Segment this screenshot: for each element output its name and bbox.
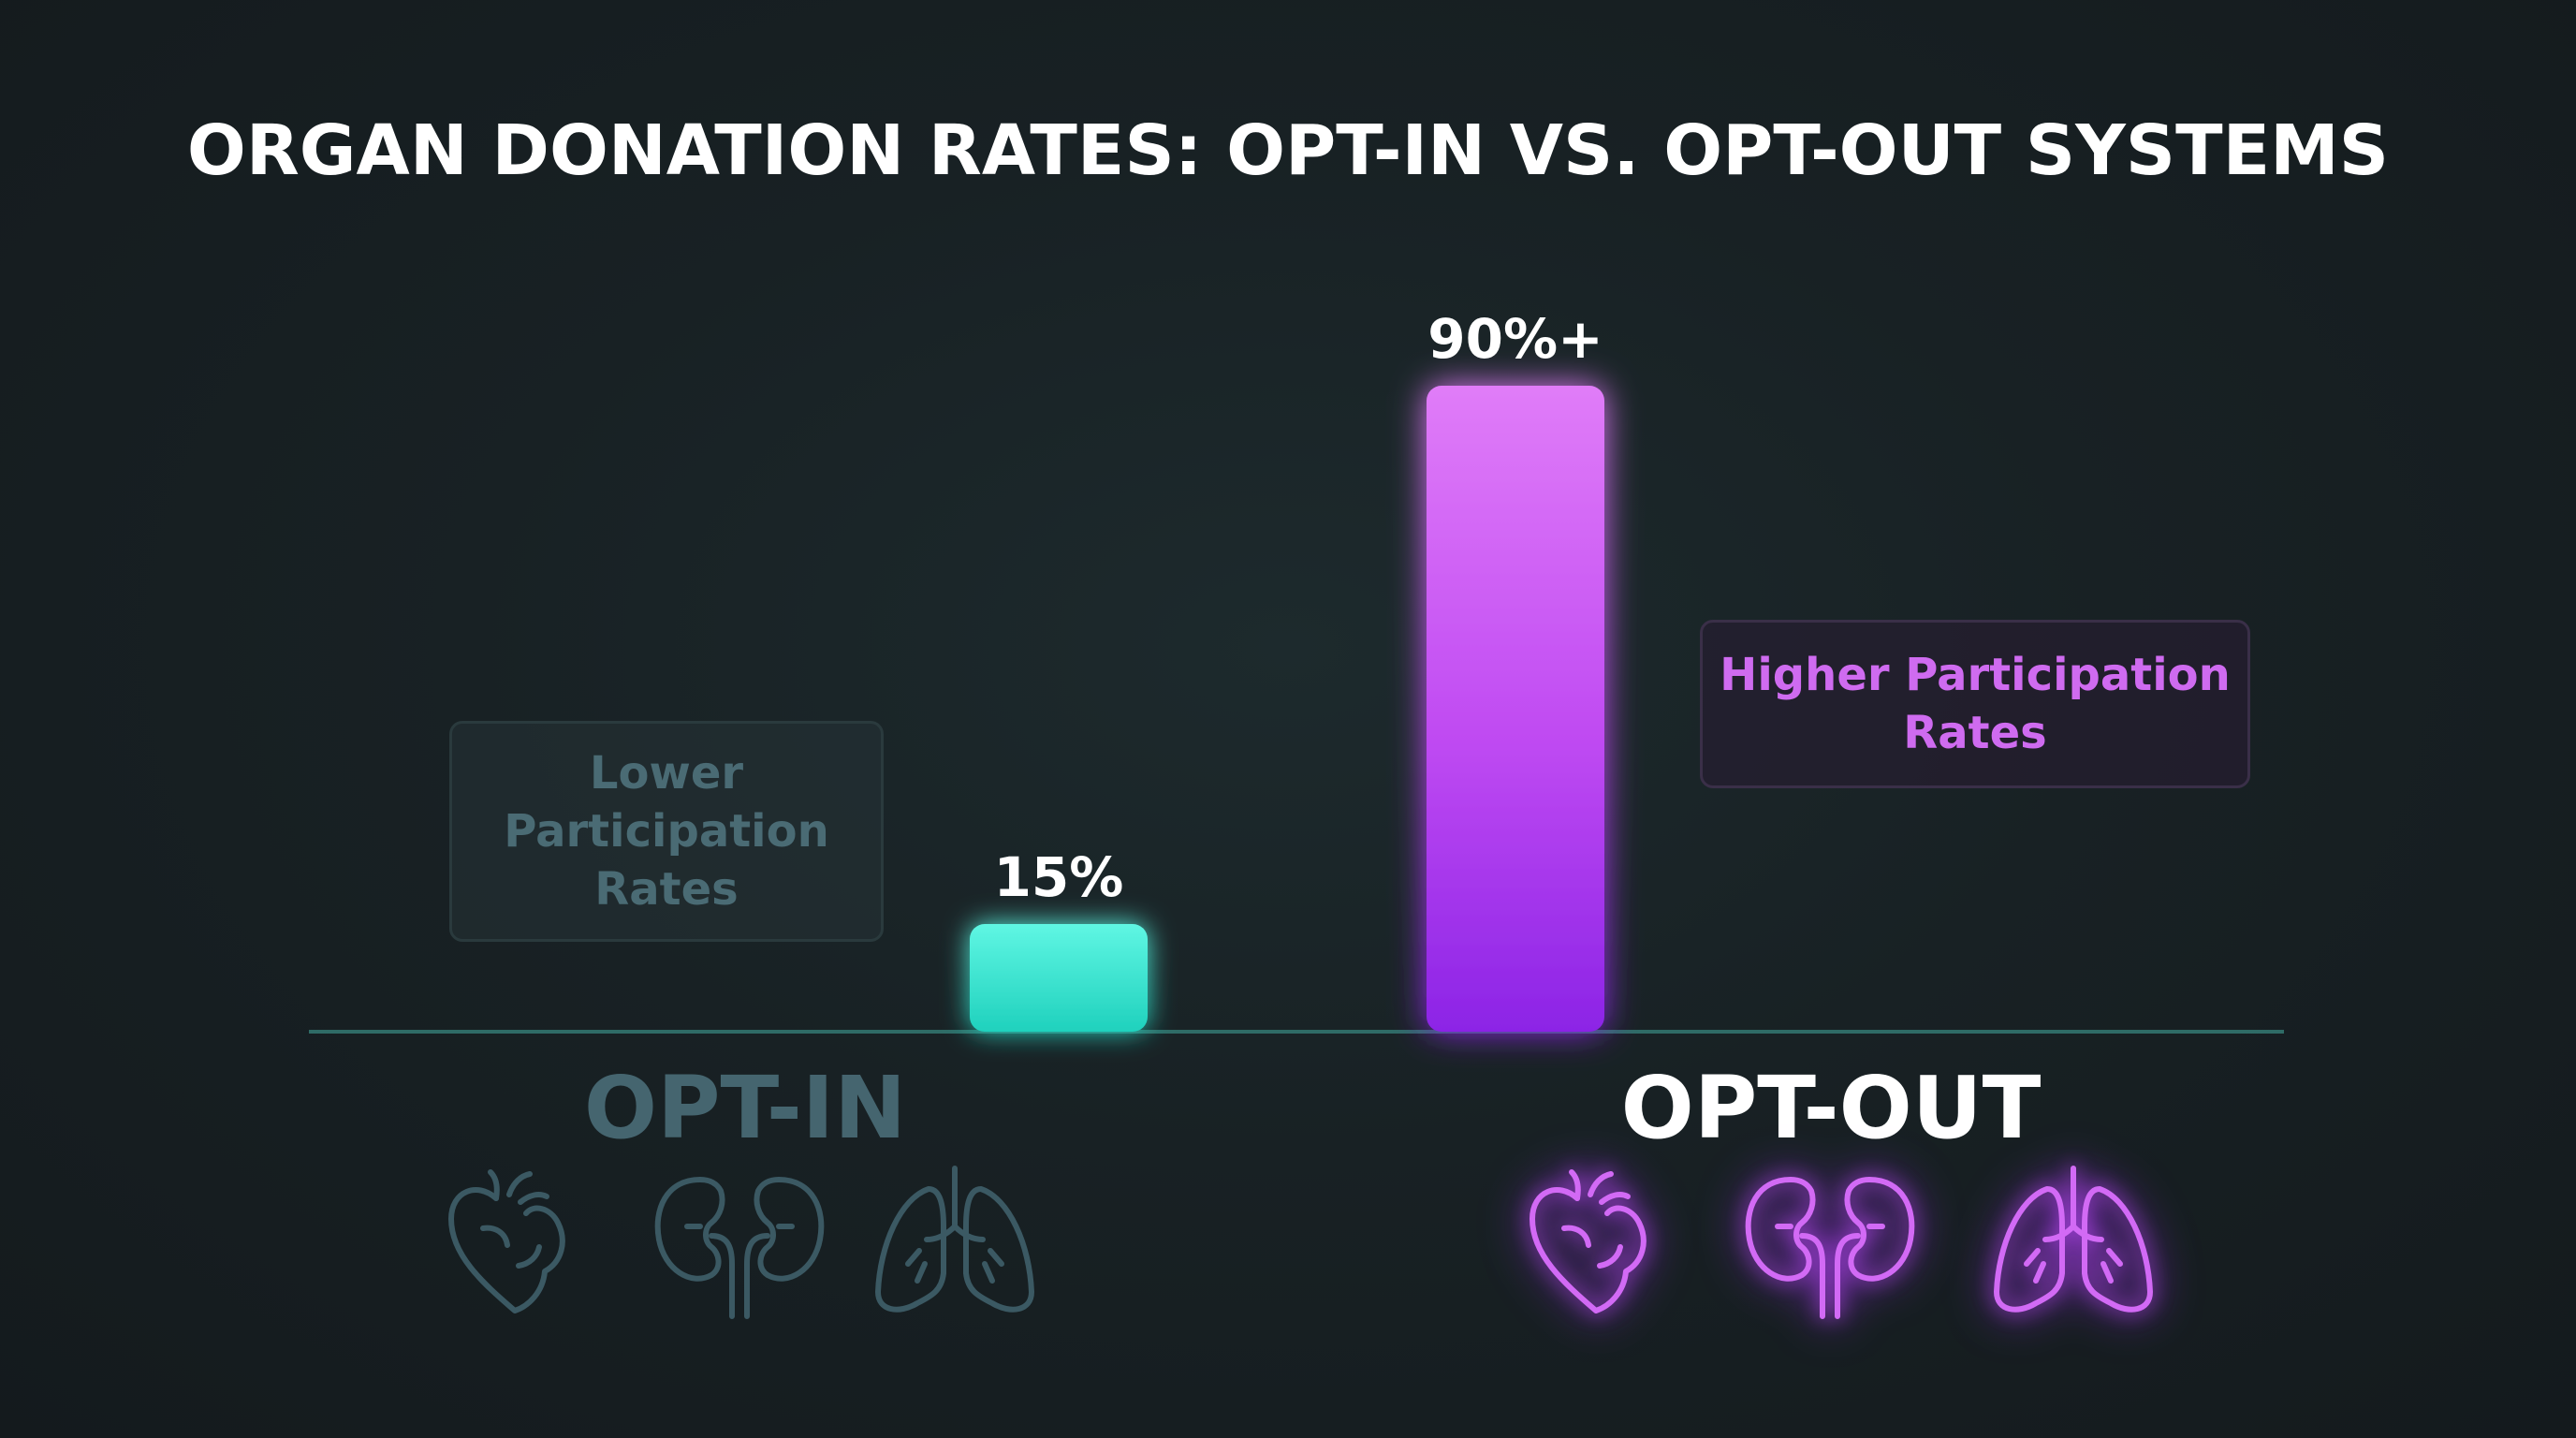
- kidneys-icon: [654, 1177, 825, 1319]
- opt-in-organ-icons: [440, 1161, 1058, 1329]
- bar-opt-out: [1427, 386, 1604, 1032]
- opt-out-organ-icons: [1521, 1161, 2181, 1329]
- annotation-line: Lower: [589, 747, 744, 800]
- value-label-opt-in: 15%: [994, 845, 1124, 909]
- annotation-line: Participation: [504, 805, 829, 858]
- category-label-opt-out: OPT-OUT: [1620, 1058, 2042, 1158]
- annotation-higher-participation: Higher Participation Rates: [1700, 620, 2250, 788]
- annotation-line: Rates: [1903, 707, 2047, 759]
- chart-title: ORGAN DONATION RATES: OPT-IN VS. OPT-OUT…: [186, 110, 2390, 191]
- lungs-icon: [875, 1166, 1034, 1313]
- lungs-icon: [1994, 1166, 2153, 1313]
- category-label-opt-in: OPT-IN: [583, 1058, 907, 1158]
- bars: [970, 386, 1604, 1032]
- heart-icon: [1530, 1169, 1647, 1313]
- heart-icon: [448, 1169, 565, 1313]
- annotation-lower-participation: Lower Participation Rates: [449, 721, 884, 942]
- value-labels: 15% 90%+: [994, 307, 1603, 909]
- annotation-line: Higher Participation: [1720, 649, 2231, 701]
- bar-opt-in: [970, 924, 1148, 1032]
- value-label-opt-out: 90%+: [1427, 307, 1603, 371]
- kidneys-icon: [1745, 1177, 1915, 1319]
- annotation-line: Rates: [594, 863, 739, 916]
